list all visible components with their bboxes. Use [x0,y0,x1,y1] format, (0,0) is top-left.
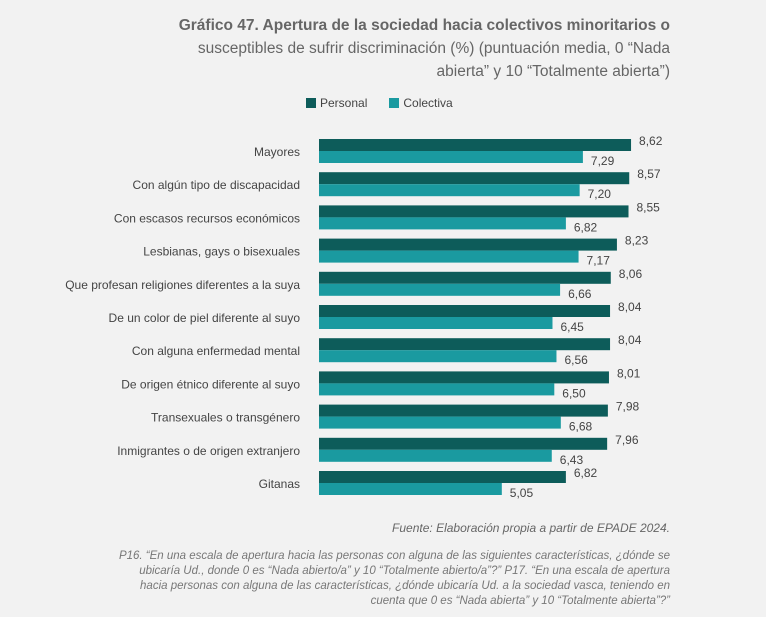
legend-label-colectiva: Colectiva [403,96,453,110]
bar-personal [319,404,608,417]
bar-group: Con algún tipo de discapacidad 8,57 7,20 [133,167,661,201]
value-label-colectiva: 6,45 [560,320,584,334]
value-label-personal: 7,98 [616,400,640,414]
bar-personal [319,139,632,151]
chart-title: Gráfico 47. Apertura de la sociedad haci… [150,14,670,83]
category-label: De un color de piel diferente al suyo [109,311,301,325]
question-note: P16. “En una escala de apertura hacia la… [118,550,670,607]
value-label-colectiva: 6,43 [560,453,584,467]
bar-colectiva [319,317,553,329]
legend-label-personal: Personal [320,96,368,110]
bar-colectiva [319,483,502,495]
bar-group: Que profesan religiones diferentes a la … [65,267,642,301]
bar-group: Lesbianas, gays o bisexuales 8,23 7,17 [143,234,648,268]
bar-personal [319,238,617,251]
value-label-personal: 8,55 [637,200,661,214]
value-label-personal: 8,04 [618,300,642,314]
bar-colectiva [319,416,561,429]
bar-personal [319,437,608,450]
bar-colectiva [319,151,583,163]
value-label-colectiva: 7,20 [588,187,612,201]
value-label-personal: 8,04 [618,333,642,347]
bar-personal [319,305,611,317]
chart-title-sub: susceptibles de sufrir discriminación (%… [197,40,670,80]
bar-group: Gitanas 6,82 5,05 [259,466,598,500]
bar-colectiva [319,250,579,263]
category-label: Lesbianas, gays o bisexuales [143,245,300,259]
category-label: De origen étnico diferente al suyo [121,377,300,391]
bar-colectiva [319,449,552,462]
bar-group: Con escasos recursos económicos 8,55 6,82 [114,200,660,234]
category-label: Gitanas [259,477,300,491]
category-label: Con alguna enfermedad mental [132,344,300,358]
value-label-colectiva: 6,56 [564,353,588,367]
source-note: Fuente: Elaboración propia a partir de E… [392,521,670,535]
category-label: Con algún tipo de discapacidad [133,178,300,192]
legend-item-colectiva: Colectiva [389,96,453,110]
bar-colectiva [319,217,566,230]
bar-colectiva [319,283,561,296]
legend-item-personal: Personal [306,96,367,110]
bar-personal [319,205,629,218]
bar-group: De un color de piel diferente al suyo 8,0… [109,300,642,334]
category-label: Que profesan religiones diferentes a la … [65,278,300,292]
value-label-personal: 8,06 [619,267,643,281]
legend-swatch-colectiva [389,98,400,108]
legend: Personal Colectiva [306,96,475,110]
bar-personal [319,271,611,284]
bar-colectiva [319,350,557,363]
bar-colectiva [319,383,555,396]
bar-personal [319,338,611,351]
value-label-colectiva: 7,29 [591,154,615,168]
value-label-personal: 8,01 [617,366,641,380]
bar-group: De origen étnico diferente al suyo 8,01 6,… [121,366,640,400]
category-label: Mayores [254,145,300,159]
value-label-personal: 7,96 [615,433,639,447]
bar-group: Transexuales o transgénero 7,98 6,68 [151,400,640,434]
value-label-personal: 6,82 [574,466,598,480]
legend-swatch-personal [306,98,316,108]
bar-group: Con alguna enfermedad mental 8,04 6,56 [132,333,642,367]
value-label-personal: 8,57 [637,167,661,181]
value-label-colectiva: 6,82 [574,220,598,234]
value-label-colectiva: 5,05 [510,486,534,500]
bar-personal [319,172,630,185]
bar-group: Mayores 8,62 7,29 [254,134,663,168]
value-label-colectiva: 6,68 [569,420,593,434]
bar-group: Inmigrantes o de origen extranjero 7,96 6,… [117,433,639,467]
category-label: Con escasos recursos económicos [114,211,300,225]
value-label-personal: 8,23 [625,234,649,248]
chart-title-main: Gráfico 47. Apertura de la sociedad haci… [178,17,670,34]
value-label-colectiva: 6,66 [568,287,592,301]
category-label: Transexuales o transgénero [151,411,300,425]
value-label-personal: 8,62 [639,134,663,148]
bar-personal [319,371,609,384]
bar-personal [319,471,566,483]
value-label-colectiva: 6,50 [562,386,586,400]
category-label: Inmigrantes o de origen extranjero [117,444,300,458]
bar-colectiva [319,184,580,197]
value-label-colectiva: 7,17 [587,254,611,268]
